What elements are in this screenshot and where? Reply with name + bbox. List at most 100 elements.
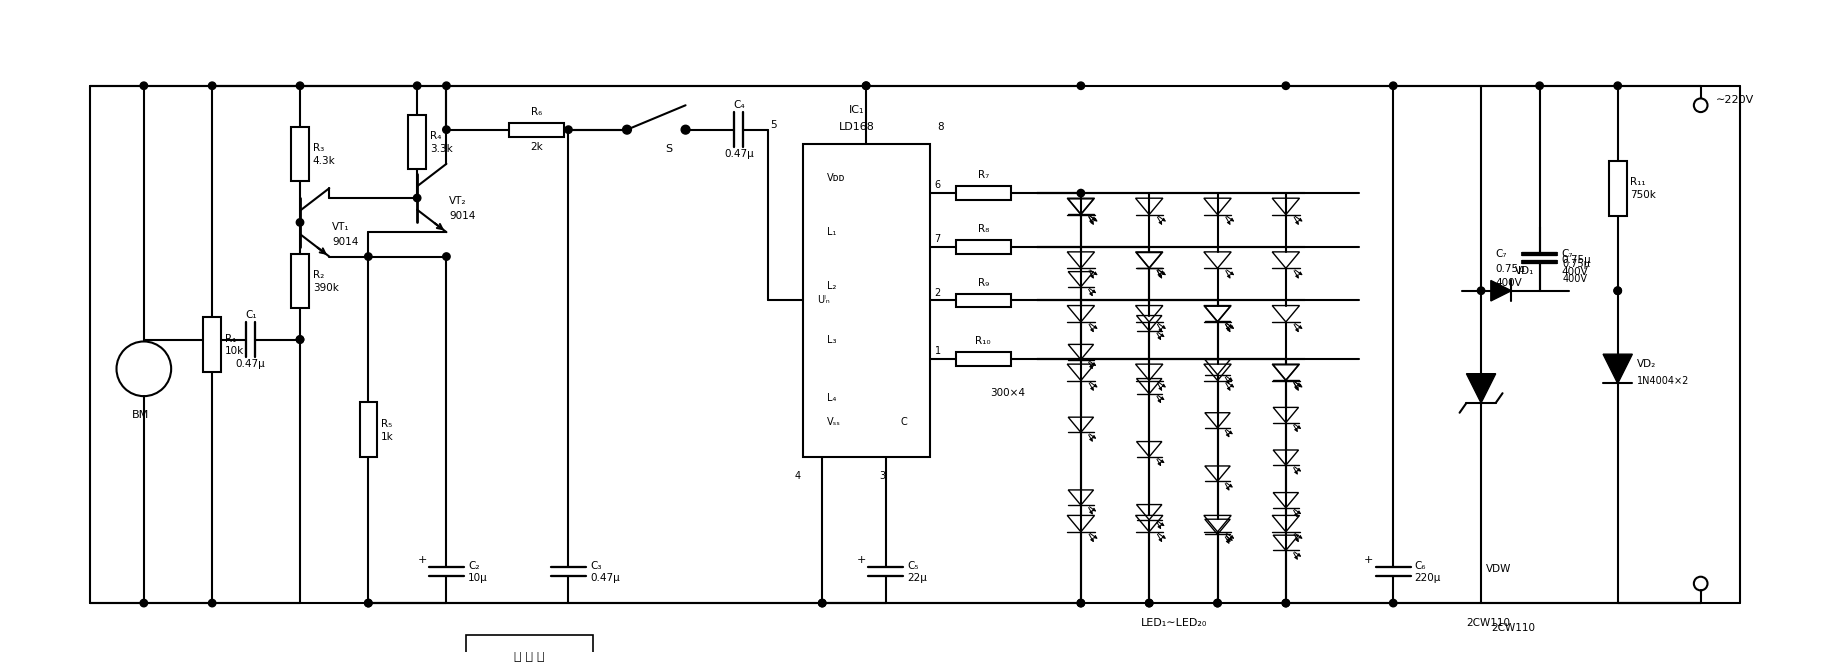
Text: R₁: R₁	[224, 334, 235, 344]
Text: 1N4004×2: 1N4004×2	[1637, 376, 1690, 386]
Text: VT₂: VT₂	[449, 196, 467, 206]
Text: 390k: 390k	[312, 283, 339, 293]
Polygon shape	[1602, 354, 1632, 384]
Text: R₆: R₆	[531, 107, 542, 117]
Text: VD₁: VD₁	[1515, 266, 1535, 276]
Bar	[509, 123, 564, 136]
Bar	[956, 240, 1011, 253]
Text: 0.75μ
400V: 0.75μ 400V	[1560, 255, 1591, 277]
Circle shape	[622, 125, 631, 134]
Circle shape	[296, 82, 303, 90]
Text: L₄: L₄	[827, 393, 836, 403]
Text: 220μ: 220μ	[1414, 573, 1442, 583]
Text: C: C	[900, 418, 907, 428]
Text: +: +	[1363, 555, 1374, 565]
Text: C₅: C₅	[907, 561, 918, 571]
Circle shape	[1283, 599, 1290, 606]
Text: 1: 1	[934, 346, 940, 356]
Text: R₅: R₅	[381, 419, 392, 429]
Text: BM: BM	[131, 410, 150, 420]
Bar	[465, 635, 593, 665]
Text: 300×4: 300×4	[991, 388, 1026, 398]
Text: 3.3k: 3.3k	[431, 144, 453, 154]
Text: C₇: C₇	[1560, 249, 1573, 259]
Text: 8: 8	[938, 122, 944, 132]
Text: 750k: 750k	[1630, 190, 1657, 200]
Text: LED₁∼LED₂₀: LED₁∼LED₂₀	[1141, 618, 1206, 628]
Text: VT₁: VT₁	[332, 222, 350, 232]
Text: Vᴅᴅ: Vᴅᴅ	[827, 174, 845, 184]
Circle shape	[1146, 599, 1153, 606]
Circle shape	[564, 126, 573, 134]
Text: 0.47μ: 0.47μ	[725, 149, 754, 159]
Text: C₇: C₇	[1496, 249, 1507, 259]
Circle shape	[365, 599, 372, 606]
Text: 7: 7	[934, 234, 940, 244]
Circle shape	[1077, 599, 1084, 606]
Circle shape	[1537, 82, 1544, 90]
Circle shape	[1478, 287, 1486, 295]
Text: R₈: R₈	[978, 224, 989, 234]
Text: 0.75μ: 0.75μ	[1496, 264, 1526, 274]
Circle shape	[414, 82, 422, 90]
Bar	[203, 317, 221, 372]
Text: +: +	[856, 555, 865, 565]
Bar	[956, 294, 1011, 307]
Text: ∼220V: ∼220V	[1716, 95, 1754, 105]
Bar	[360, 402, 378, 457]
Circle shape	[1613, 287, 1621, 295]
Text: VD₂: VD₂	[1637, 359, 1657, 369]
Text: R₃: R₃	[312, 143, 325, 153]
Circle shape	[1389, 599, 1396, 606]
Circle shape	[1283, 599, 1290, 606]
Text: 10μ: 10μ	[467, 573, 487, 583]
Text: 0.47μ: 0.47μ	[235, 359, 266, 369]
Circle shape	[141, 599, 148, 606]
Text: 2CW110: 2CW110	[1491, 622, 1535, 632]
Bar	[292, 127, 308, 182]
Circle shape	[443, 82, 451, 90]
Text: VDW: VDW	[1486, 564, 1511, 574]
Circle shape	[1283, 82, 1290, 90]
Circle shape	[365, 253, 372, 260]
Text: C₆: C₆	[1414, 561, 1425, 571]
Circle shape	[1077, 82, 1084, 90]
Bar	[1610, 161, 1626, 215]
Bar	[409, 114, 425, 169]
Polygon shape	[1491, 281, 1511, 301]
Circle shape	[296, 219, 303, 226]
Text: 1k: 1k	[381, 432, 394, 442]
Text: 6: 6	[934, 180, 940, 190]
Circle shape	[296, 336, 303, 343]
Text: R₇: R₇	[978, 170, 989, 180]
Text: 5: 5	[770, 120, 777, 130]
Circle shape	[296, 336, 303, 343]
Text: C₄: C₄	[734, 100, 745, 110]
Bar	[956, 186, 1011, 200]
Circle shape	[1077, 599, 1084, 606]
Text: 3: 3	[880, 471, 885, 481]
Text: 2CW110: 2CW110	[1467, 618, 1511, 628]
Text: R₁₁: R₁₁	[1630, 178, 1646, 188]
Text: LD168: LD168	[838, 122, 874, 132]
Circle shape	[1214, 599, 1221, 606]
Text: 2: 2	[934, 288, 940, 298]
Circle shape	[1077, 190, 1084, 197]
Text: R₁₀: R₁₀	[975, 336, 991, 346]
Circle shape	[681, 125, 690, 134]
Text: C₁: C₁	[245, 310, 257, 320]
Circle shape	[208, 82, 215, 90]
Bar	[292, 253, 308, 309]
Text: R₄: R₄	[431, 131, 442, 141]
Circle shape	[1214, 599, 1221, 606]
Text: 0.47μ: 0.47μ	[589, 573, 620, 583]
Text: R₂: R₂	[312, 270, 325, 280]
Text: 9014: 9014	[449, 211, 476, 221]
Text: R₉: R₉	[978, 278, 989, 288]
Text: 4.3k: 4.3k	[312, 156, 336, 166]
Text: 10k: 10k	[224, 346, 245, 356]
Circle shape	[208, 599, 215, 606]
Circle shape	[443, 126, 451, 134]
Text: +: +	[418, 555, 427, 565]
Bar	[803, 144, 929, 457]
